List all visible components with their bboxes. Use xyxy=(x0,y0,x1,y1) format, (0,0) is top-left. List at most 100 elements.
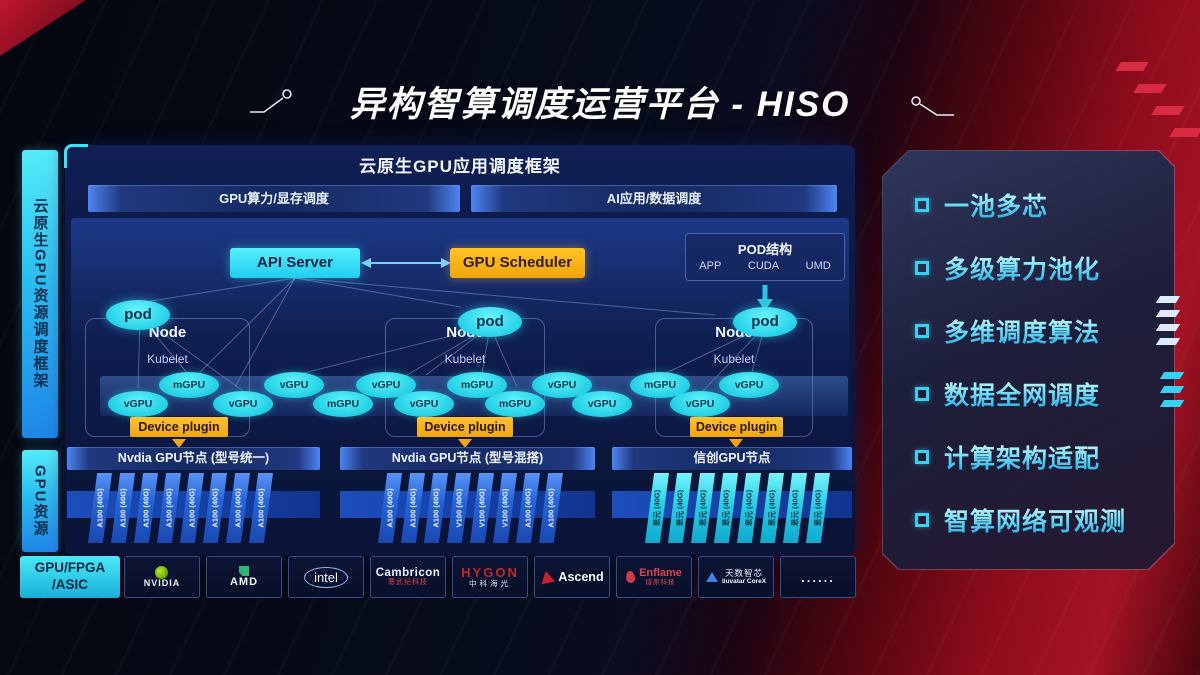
gpu-card: A100 (40G) xyxy=(516,473,540,543)
gpu-card: 思元 (40G) xyxy=(714,473,738,543)
gpu-card-label: A100 (40G) xyxy=(141,488,151,528)
gpu-card: A100 (40G) xyxy=(203,473,227,543)
gpu-card-label: V100 (40G) xyxy=(477,488,487,528)
down-arrow-icon xyxy=(729,439,743,448)
gpu-card-label: A100 (40G) xyxy=(187,488,197,528)
red-stripe-decor xyxy=(1169,128,1200,137)
panel-corner-accent xyxy=(64,144,88,168)
gpu-card-label: A100 (40G) xyxy=(210,488,220,528)
pod-structure-title: POD结构 xyxy=(737,242,793,257)
bar-gpu-compute-scheduling: GPU算力/显存调度 xyxy=(88,185,460,212)
pod-structure-box: POD结构 APP CUDA UMD xyxy=(685,233,845,281)
gpu-card-label: A100 (40G) xyxy=(546,488,556,528)
feature-item: 计算架构适配 xyxy=(915,425,1174,488)
gpu-card-label: 思元 (40G) xyxy=(767,489,777,527)
vgpu-ellipse: vGPU xyxy=(670,391,730,417)
gpu-card: V100 (40G) xyxy=(447,473,471,543)
red-stripe-decor xyxy=(1115,62,1149,71)
feature-item: 数据全网调度 xyxy=(915,362,1174,425)
vgpu-ellipse: vGPU xyxy=(572,391,632,417)
gpu-node-bar-mixed: Nvdia GPU节点 (型号混搭) xyxy=(340,447,595,470)
gpu-card-layer: A100 (40G) A100 (40G) A100 (40G) A100 (40G)… xyxy=(65,145,855,555)
sidebar-label-scheduling-framework: 云原生GPU资源调度框架 xyxy=(22,150,58,438)
device-plugin-3: Device plugin xyxy=(690,417,783,437)
bar-ai-data-scheduling: AI应用/数据调度 xyxy=(471,185,837,212)
red-stripe-decor xyxy=(1133,84,1167,93)
feature-list: 一池多芯多级算力池化 多维调度算法 数据全网调度 计算架构适配 智算网络可观测 xyxy=(883,151,1174,569)
gpu-card: 思元 (40G) xyxy=(645,473,669,543)
gpu-card: A100 (40G) xyxy=(539,473,563,543)
vgpu-ellipse: vGPU xyxy=(108,391,168,417)
gpu-card: 思元 (40G) xyxy=(668,473,692,543)
pod-ellipse-2: pod xyxy=(458,307,522,337)
feature-text: 计算架构适配 xyxy=(944,439,1100,475)
mgpu-ellipse: mGPU xyxy=(313,391,373,417)
gpu-card: V100 (40G) xyxy=(470,473,494,543)
gpu-card-label: 思元 (40G) xyxy=(744,489,754,527)
down-arrow-icon xyxy=(458,439,472,448)
gpu-card-label: 思元 (40G) xyxy=(790,489,800,527)
pod-item-app: APP xyxy=(699,260,722,272)
gpu-card: A100 (40G) xyxy=(111,473,135,543)
mgpu-ellipse: mGPU xyxy=(485,391,545,417)
pod-ellipse-1: pod xyxy=(106,300,170,330)
sidebar-label-gpu-resources: GPU资源 xyxy=(22,450,58,552)
gpu-card: 思元 (40G) xyxy=(783,473,807,543)
gpu-card-label: A100 (40G) xyxy=(233,488,243,528)
vgpu-ellipse: vGPU xyxy=(264,372,324,398)
kubelet-label: Kubelet xyxy=(444,352,486,366)
square-bullet-icon xyxy=(915,387,929,401)
gpu-card-label: 思元 (40G) xyxy=(698,489,708,527)
gpu-card: A100 (40G) xyxy=(401,473,425,543)
feature-text: 一池多芯 xyxy=(944,187,1048,223)
gpu-card: 思元 (40G) xyxy=(760,473,784,543)
mgpu-ellipse: mGPU xyxy=(159,372,219,398)
gpu-card: 思元 (40G) xyxy=(691,473,715,543)
feature-text: 多级算力池化 xyxy=(944,250,1100,286)
gpu-node-bar-xinchuang: 信创GPU节点 xyxy=(612,447,852,470)
square-bullet-icon xyxy=(915,450,929,464)
gpu-card-label: A100 (40G) xyxy=(408,488,418,528)
pod-item-umd: UMD xyxy=(805,260,831,272)
kubelet-label: Kubelet xyxy=(713,352,755,366)
square-bullet-icon xyxy=(915,513,929,527)
red-stripe-decor xyxy=(1151,106,1185,115)
pod-item-cuda: CUDA xyxy=(747,260,780,272)
features-panel: 一池多芯多级算力池化 多维调度算法 数据全网调度 计算架构适配 智算网络可观测 xyxy=(882,150,1175,570)
vgpu-ellipse: vGPU xyxy=(213,391,273,417)
gpu-card-label: 思元 (40G) xyxy=(813,489,823,527)
gpu-card-label: V100 (40G) xyxy=(500,488,510,528)
framework-header: 云原生GPU应用调度框架 xyxy=(359,157,561,176)
pod-ellipse-3: pod xyxy=(733,307,797,337)
square-bullet-icon xyxy=(915,261,929,275)
feature-text: 多维调度算法 xyxy=(944,313,1100,349)
gpu-card-label: A100 (40G) xyxy=(385,488,395,528)
kubelet-label: Kubelet xyxy=(147,352,188,366)
gpu-card-label: A100 (40G) xyxy=(523,488,533,528)
gpu-card: A100 (40G) xyxy=(226,473,250,543)
feature-item: 一池多芯 xyxy=(915,173,1174,236)
feature-text: 数据全网调度 xyxy=(944,376,1100,412)
gpu-card-label: A100 (40G) xyxy=(256,488,266,528)
gpu-card: A100 (40G) xyxy=(134,473,158,543)
feature-item: 多级算力池化 xyxy=(915,236,1174,299)
gpu-card-label: 思元 (40G) xyxy=(675,489,685,527)
gpu-card-label: A100 (40G) xyxy=(95,488,105,528)
feature-text: 智算网络可观测 xyxy=(944,502,1126,538)
gpu-card-label: 思元 (40G) xyxy=(721,489,731,527)
page-title: 异构智算调度运营平台 - HISO xyxy=(349,85,851,124)
device-plugin-1: Device plugin xyxy=(130,417,228,437)
node-title: Node xyxy=(148,324,187,341)
gpu-ellipse-layer: vGPU mGPU vGPU vGPU mGPU vGPU vGPU mGPU mGPU vGPU… xyxy=(65,145,855,555)
gpu-card-label: 思元 (40G) xyxy=(652,489,662,527)
gpu-node-bar-uniform: Nvdia GPU节点 (型号统一) xyxy=(67,447,320,470)
down-arrow-icon xyxy=(172,439,186,448)
gpu-card: A100 (40G) xyxy=(180,473,204,543)
gpu-card-label: A100 (40G) xyxy=(431,488,441,528)
gpu-card: A100 (40G) xyxy=(378,473,402,543)
gpu-card: 思元 (40G) xyxy=(737,473,761,543)
gpu-card-label: A100 (40G) xyxy=(164,488,174,528)
gpu-scheduler-box: GPU Scheduler xyxy=(450,248,585,278)
gpu-card: A100 (40G) xyxy=(249,473,273,543)
architecture-panel: 云原生GPU应用调度框架 GPU算力/显存调度 AI应用/数据调度 xyxy=(64,144,855,555)
